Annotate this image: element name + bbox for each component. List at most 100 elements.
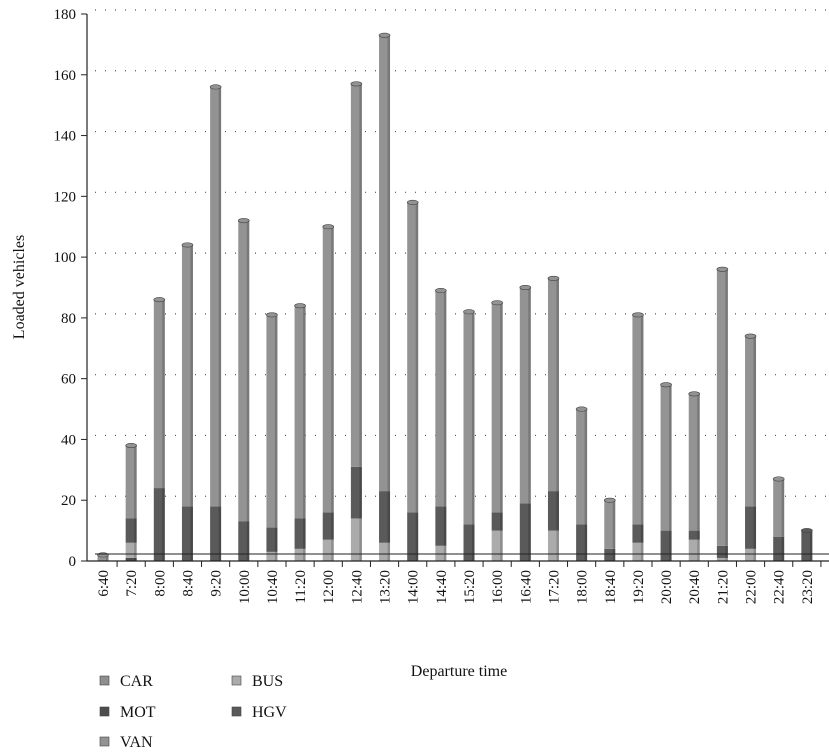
bar-cap [547,275,560,281]
bar-stack [209,84,222,561]
y-tick-label: 140 [54,129,77,145]
bar-segment-hgv [688,530,700,540]
bar-segment-shade [274,527,278,552]
bar-segment-shade [640,542,644,561]
y-tick-label: 120 [54,189,77,205]
bar-cap [97,552,109,558]
bar-segment-hgv [153,488,165,561]
y-tick-label: 80 [61,311,76,327]
bar-segment-shade [500,530,503,561]
legend-item-van: VAN [99,734,153,751]
bar-stack [237,218,250,561]
bar-cap [125,443,137,449]
x-tick-label: 12:40 [349,570,365,604]
bar-segment-hgv [519,503,531,561]
bar-cap [491,300,503,306]
bar-cap [406,199,419,205]
bar-cap [350,81,363,87]
bar-segment-hgv [463,524,475,561]
bar-segment-shade [725,557,728,561]
x-tick-label: 18:00 [575,570,591,604]
bar-segment-shade [387,542,391,561]
legend-item-car: CAR [99,673,153,690]
bar-segment-shade [584,409,588,525]
axes [86,14,829,562]
bar-segment-hgv [632,524,644,543]
bar-segment-bus [716,557,728,561]
bar-segment-van [322,226,334,513]
legend-label: BUS [252,673,283,690]
bar-cap [378,32,391,38]
bar-segment-bus [379,542,391,561]
bar-segment-shade [106,554,109,561]
bar-segment-shade [190,506,193,561]
x-tick-label: 10:00 [237,570,253,604]
bar-segment-hgv [125,518,137,543]
bar-segment-bus [547,530,559,561]
bar-segment-shade [640,314,644,525]
bar-segment-shade [162,299,165,489]
bar-segment-hgv [181,506,193,561]
bar-cap [209,84,222,90]
bar-segment-van [153,299,165,489]
bar-cap [294,303,306,309]
bar-stack [575,406,588,561]
bar-segment-hgv [407,512,419,561]
bar-cap [519,284,532,290]
bar-segment-shade [218,86,222,507]
bar-segment-van [463,311,475,525]
bar-stack [603,497,616,561]
legend-label: CAR [120,673,153,690]
legend-label: MOT [120,704,156,721]
bar-segment-shade [274,551,278,561]
bar-segment-shade [415,202,419,513]
bar-segment-shade [612,500,616,549]
bar-segment-shade [753,506,757,549]
bar-segment-shade [134,557,137,561]
bar-segment-shade [556,278,559,492]
bar-cap [237,218,250,224]
y-tick-labels: 0 20 40 60 80 100 120 140 160 180 [54,7,87,570]
legend-swatch [99,706,110,717]
x-tick-label: 20:40 [687,570,703,604]
bar-segment-hgv [210,506,222,561]
x-tick-label: 14:00 [406,570,422,604]
bar-cap [716,266,729,272]
bar-stack [463,309,475,561]
bar-segment-shade [612,548,616,561]
x-tick-label: 8:00 [152,570,168,597]
bar-segment-van [632,314,644,525]
x-tick-label: 10:40 [265,570,281,604]
bar-stack [350,81,363,561]
bar-cap [632,312,644,318]
bar-segment-shade [162,488,165,561]
bar-stack [744,333,757,561]
bar-segment-bus [322,539,334,561]
bar-stack [491,300,503,561]
bar-segment-van [745,336,757,507]
bar-segment-van [491,302,503,513]
legend-item-mot: MOT [99,704,156,721]
y-axis-title: Loaded vehicles [11,235,28,339]
bar-segment-shade [443,545,447,561]
bar-segment-bus [435,545,447,561]
bar-segment-shade [556,491,559,531]
bar-segment-shade [331,512,334,540]
bar-segment-shade [472,311,475,525]
legend-swatch [99,736,110,747]
bar-cap [744,333,757,339]
bar-segment-hgv [238,521,250,561]
bar-segment-hgv [435,506,447,546]
x-tick-label: 13:20 [378,570,394,604]
bar-stack [772,476,785,561]
x-tick-label: 21:20 [715,570,731,604]
bar-cap [463,309,475,315]
bar-segment-shade [246,521,250,561]
x-tick-label: 8:40 [180,570,196,597]
bar-segment-shade [753,336,757,507]
legend-item-bus: BUS [231,673,283,690]
bar-segment-shade [359,466,362,519]
bar-stack [322,224,335,561]
